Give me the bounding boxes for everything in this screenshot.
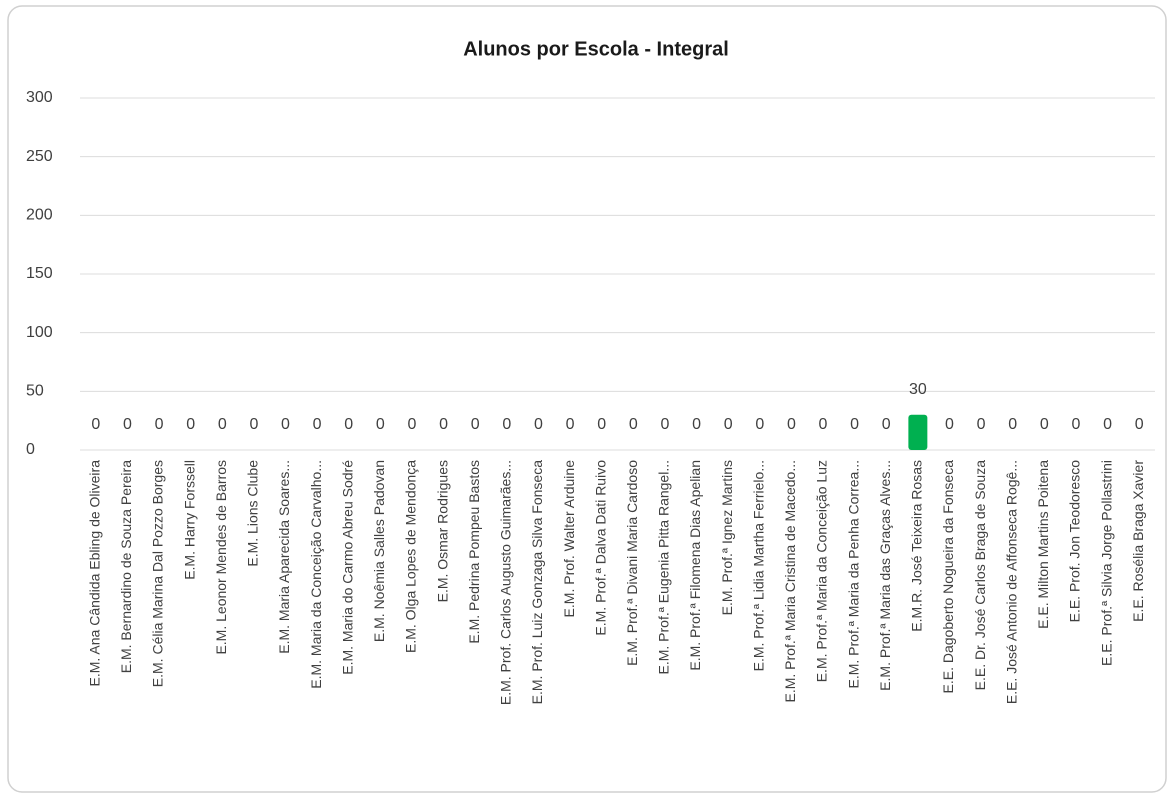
x-tick-label: E.M. Maria da Conceição Carvalho... [308, 460, 324, 689]
value-label: 0 [1103, 416, 1112, 433]
x-tick-label: E.M. Prof.ª Maria Cristina de Macedo... [782, 460, 798, 702]
x-tick-label: E.M. Pedrina Pompeu Bastos [466, 460, 482, 644]
value-label: 0 [1008, 416, 1017, 433]
x-tick-label: E.M. Prof.ª Filomena Dias Apelian [687, 460, 703, 671]
value-label: 0 [408, 416, 417, 433]
x-tick-label: E.M. Lions Clube [245, 460, 261, 567]
value-label: 30 [909, 381, 927, 398]
x-tick-label: E.M. Leonor Mendes de Barros [213, 460, 229, 655]
x-tick-label: E.M. Harry Forssell [181, 460, 197, 580]
value-label: 0 [344, 416, 353, 433]
value-label: 0 [724, 416, 733, 433]
value-label: 0 [186, 416, 195, 433]
value-label: 0 [660, 416, 669, 433]
value-label: 0 [850, 416, 859, 433]
value-label: 0 [629, 416, 638, 433]
x-tick-label: E.M. Célia Marina Dal Pozzo Borges [150, 460, 166, 687]
y-tick-label: 150 [26, 265, 53, 282]
x-tick-label: E.M. Prof.ª Lidia Martha Ferrielo... [750, 460, 766, 671]
x-tick-label: E.M. Prof. Luiz Gonzaga Silva Fonseca [529, 460, 545, 705]
x-tick-label: E.E. José Antonio de Affonseca Rogê... [1003, 460, 1019, 704]
value-label: 0 [123, 416, 132, 433]
x-tick-label: E.M. Prof.ª Maria da Conceição Luz [814, 460, 830, 682]
value-label: 0 [534, 416, 543, 433]
value-label: 0 [692, 416, 701, 433]
y-tick-label: 100 [26, 324, 53, 341]
x-tick-label: E.M. Noêmia Salles Padovan [371, 460, 387, 642]
value-label: 0 [313, 416, 322, 433]
value-label: 0 [376, 416, 385, 433]
chart-title: Alunos por Escola - Integral [463, 38, 729, 60]
value-label: 0 [155, 416, 164, 433]
value-label: 0 [281, 416, 290, 433]
value-label: 0 [787, 416, 796, 433]
value-label: 0 [566, 416, 575, 433]
x-tick-label: E.M. Maria Aparecida Soares... [276, 460, 292, 654]
x-tick-label: E.M.R. José Teixeira Rosas [909, 460, 925, 632]
x-tick-label: E.M. Prof.ª Eugenia Pitta Rangel... [656, 460, 672, 675]
bar [908, 414, 928, 450]
y-tick-label: 50 [26, 383, 44, 400]
value-label: 0 [1072, 416, 1081, 433]
x-tick-label: E.E. Milton Martins Poitena [1035, 460, 1051, 629]
x-tick-label: E.M. Prof.ª Ignez Martins [719, 460, 735, 615]
value-label: 0 [597, 416, 606, 433]
value-label: 0 [249, 416, 258, 433]
value-label: 0 [1135, 416, 1144, 433]
x-tick-label: E.M. Prof.ª Dalva Dati Ruivo [592, 460, 608, 636]
value-label: 0 [882, 416, 891, 433]
value-label: 0 [1040, 416, 1049, 433]
x-tick-label: E.M. Prof. Carlos Augusto Guimarães... [498, 460, 514, 705]
x-tick-label: E.E. Rosélia Braga Xavier [1130, 460, 1146, 622]
value-label: 0 [218, 416, 227, 433]
value-label: 0 [502, 416, 511, 433]
x-tick-label: E.M. Prof. Walter Arduine [561, 460, 577, 618]
x-tick-label: E.M. Osmar Rodrigues [434, 460, 450, 602]
value-label: 0 [819, 416, 828, 433]
value-label: 0 [977, 416, 986, 433]
y-tick-label: 200 [26, 207, 53, 224]
x-tick-label: E.M. Maria do Carmo Abreu Sodré [339, 460, 355, 675]
value-label: 0 [471, 416, 480, 433]
value-label: 0 [91, 416, 100, 433]
y-tick-label: 0 [26, 441, 35, 458]
y-tick-label: 250 [26, 148, 53, 165]
x-tick-label: E.M. Bernardino de Souza Pereira [118, 460, 134, 673]
x-tick-label: E.M. Prof.ª Maria das Graças Alves... [877, 460, 893, 691]
x-tick-label: E.M. Prof.ª Divani Maria Cardoso [624, 460, 640, 666]
x-tick-label: E.M. Prof.ª Maria da Penha Correa... [845, 460, 861, 689]
x-tick-label: E.M. Olga Lopes de Mendonça [403, 460, 419, 653]
x-tick-label: E.M. Ana Cândida Ebling de Oliveira [87, 460, 103, 687]
x-tick-label: E.E. Prof. Jon Teodoresco [1067, 460, 1083, 623]
x-tick-label: E.E. Prof.ª Silvia Jorge Pollastrini [1098, 460, 1114, 666]
value-label: 0 [755, 416, 764, 433]
value-label: 0 [945, 416, 954, 433]
chart-frame [7, 5, 1167, 793]
y-tick-label: 300 [26, 89, 53, 106]
x-tick-label: E.E. Dagoberto Nogueira da Fonseca [940, 460, 956, 694]
x-tick-label: E.E. Dr. José Carlos Braga de Souza [972, 460, 988, 691]
value-label: 0 [439, 416, 448, 433]
